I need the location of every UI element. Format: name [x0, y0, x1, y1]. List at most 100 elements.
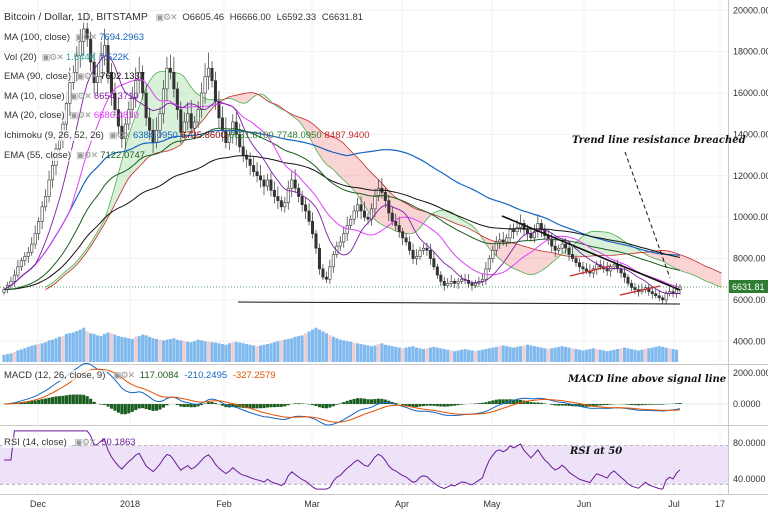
indicator-buttons[interactable]: ▣⚙✕: [76, 149, 98, 160]
macd-histogram-bar: [626, 404, 630, 405]
volume-bar: [331, 336, 335, 362]
volume-bar: [317, 329, 322, 362]
candle-body: [293, 179, 297, 189]
indicator-buttons[interactable]: ▣⚙✕: [69, 110, 92, 121]
symbol-title[interactable]: Bitcoin / Dollar, 1D, BITSTAMP: [2, 11, 150, 23]
macd-histogram-bar: [252, 404, 256, 409]
volume-bar: [557, 346, 561, 362]
macd-legend-label[interactable]: MACD (12, 26, close, 9): [2, 370, 108, 381]
macd-histogram-bar: [33, 400, 37, 404]
cloud-segment: [544, 251, 549, 269]
candle-body: [390, 212, 394, 222]
candle-body: [581, 266, 585, 270]
candle-body: [612, 264, 616, 268]
indicator-legend-4: MA (20, close) ▣⚙✕ 6686.4810: [2, 109, 142, 122]
time-tick-label: Feb: [216, 499, 232, 509]
volume-bar: [92, 333, 96, 362]
candle-body: [317, 247, 321, 270]
candle-body: [453, 281, 457, 284]
macd-histogram-bar: [61, 395, 65, 404]
cloud-segment: [135, 106, 140, 171]
volume-bar: [300, 335, 304, 362]
volume-bar: [546, 349, 550, 362]
indicator-name[interactable]: MA (10, close): [2, 90, 67, 102]
candle-body: [623, 272, 627, 278]
indicator-name[interactable]: MA (100, close): [2, 32, 72, 43]
volume-bar: [141, 334, 145, 362]
indicator-value: 8487.9400: [324, 130, 370, 141]
indicator-name[interactable]: Vol (20): [2, 51, 39, 63]
indicator-name[interactable]: EMA (55, close): [2, 149, 74, 161]
volume-bar: [532, 346, 536, 362]
macd-histogram-bar: [425, 404, 429, 406]
indicator-buttons[interactable]: ▣⚙✕: [76, 71, 98, 82]
cloud-segment: [503, 241, 507, 265]
indicator-name[interactable]: Ichimoku (9, 26, 52, 26): [2, 130, 106, 141]
candle-body: [629, 283, 633, 288]
cloud-segment: [537, 250, 542, 273]
indicator-name[interactable]: MA (20, close): [2, 110, 67, 122]
macd-histogram-bar: [321, 404, 325, 409]
indicator-buttons[interactable]: ▣⚙✕: [41, 51, 64, 62]
cloud-segment: [700, 263, 705, 281]
macd-histogram-bar: [113, 404, 117, 411]
candle-body: [141, 72, 145, 94]
macd-tick-label: 2000.0000: [733, 368, 768, 378]
macd-histogram-bar: [366, 399, 370, 404]
volume-bar: [148, 336, 152, 362]
trend-lines: [0, 151, 728, 305]
candle-body: [494, 241, 498, 251]
macd-histogram-bar: [550, 404, 554, 405]
price-tick-label: 20000.00: [733, 5, 768, 15]
candle-body: [505, 237, 509, 243]
candle-body: [654, 293, 658, 297]
indicator-buttons[interactable]: ▣⚙✕: [75, 32, 97, 42]
macd-histogram-bar: [345, 400, 349, 404]
header-buttons[interactable]: ▣⚙✕: [155, 12, 178, 22]
cloud-segment: [409, 205, 414, 235]
volume-bar: [324, 333, 328, 362]
rsi-line: [4, 430, 681, 490]
volume-bar: [85, 331, 89, 362]
price-tick-label: 12000.00: [733, 171, 768, 181]
candle-body: [657, 295, 661, 299]
volume-bar: [498, 346, 502, 362]
candle-body: [383, 192, 387, 201]
cloud-segment: [607, 232, 611, 256]
indicator-name[interactable]: EMA (90, close): [2, 71, 74, 83]
cloud-segment: [669, 251, 674, 268]
volume-bar: [2, 354, 6, 362]
candle-body: [144, 92, 148, 119]
indicator-buttons[interactable]: ▣⚙✕: [69, 90, 92, 101]
macd-histogram-bar: [148, 404, 152, 410]
macd-histogram-bar: [300, 403, 304, 404]
volume-bar: [321, 331, 325, 362]
candle-body: [404, 237, 408, 243]
candle-body: [425, 247, 429, 251]
indicator-value: 6735.8600: [180, 130, 226, 141]
rsi-annotation: RSI at 50: [570, 446, 623, 457]
volume-bar: [425, 348, 429, 362]
macd-value-0: 117.0084: [139, 370, 179, 381]
macd-histogram-bar: [629, 404, 634, 406]
macd-histogram-bar: [78, 394, 82, 404]
volume-bar: [366, 345, 370, 362]
candle-body: [626, 276, 630, 284]
volume-bar: [276, 341, 280, 362]
indicator-buttons[interactable]: ▣⚙✕: [108, 130, 131, 140]
macd-histogram-bar: [654, 404, 658, 405]
macd-histogram-bar: [82, 394, 86, 404]
volume-bar: [446, 349, 450, 362]
rsi-tick-label: 40.0000: [733, 474, 766, 484]
macd-histogram-bar: [564, 404, 568, 406]
candle-body: [401, 231, 405, 239]
candle-body: [349, 218, 353, 226]
cloud-segment: [62, 270, 67, 277]
macd-histogram-bar: [245, 404, 249, 409]
candle-body: [158, 113, 162, 131]
rsi-legend-label[interactable]: RSI (14, close): [2, 437, 69, 448]
macd-histogram-bar: [401, 404, 405, 405]
macd-histogram-bar: [553, 404, 557, 406]
macd-legend: MACD (12, 26, close, 9) ▣⚙✕ 117.0084 -21…: [2, 370, 276, 381]
macd-histogram-bar: [595, 404, 599, 406]
